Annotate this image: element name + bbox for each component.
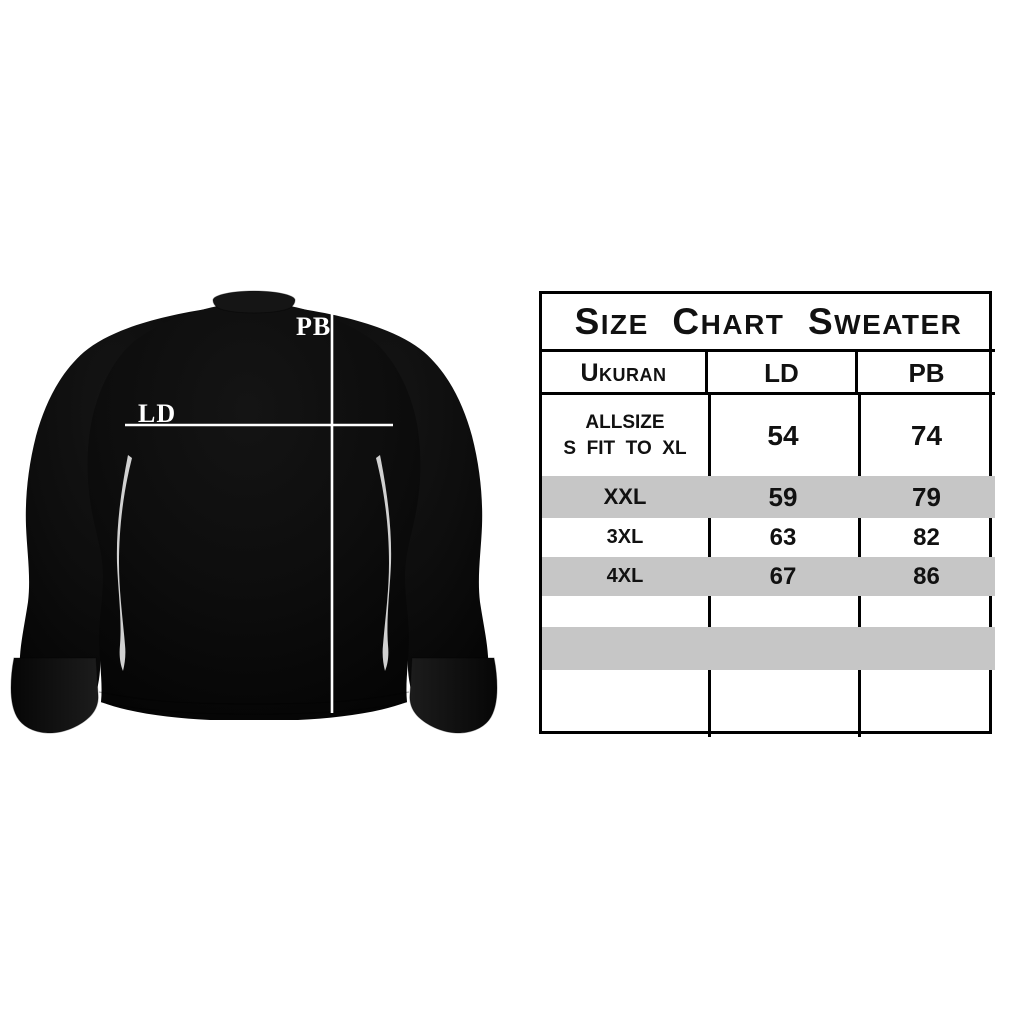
svg-text:LD: LD [138,399,176,428]
svg-text:PB: PB [296,312,331,341]
